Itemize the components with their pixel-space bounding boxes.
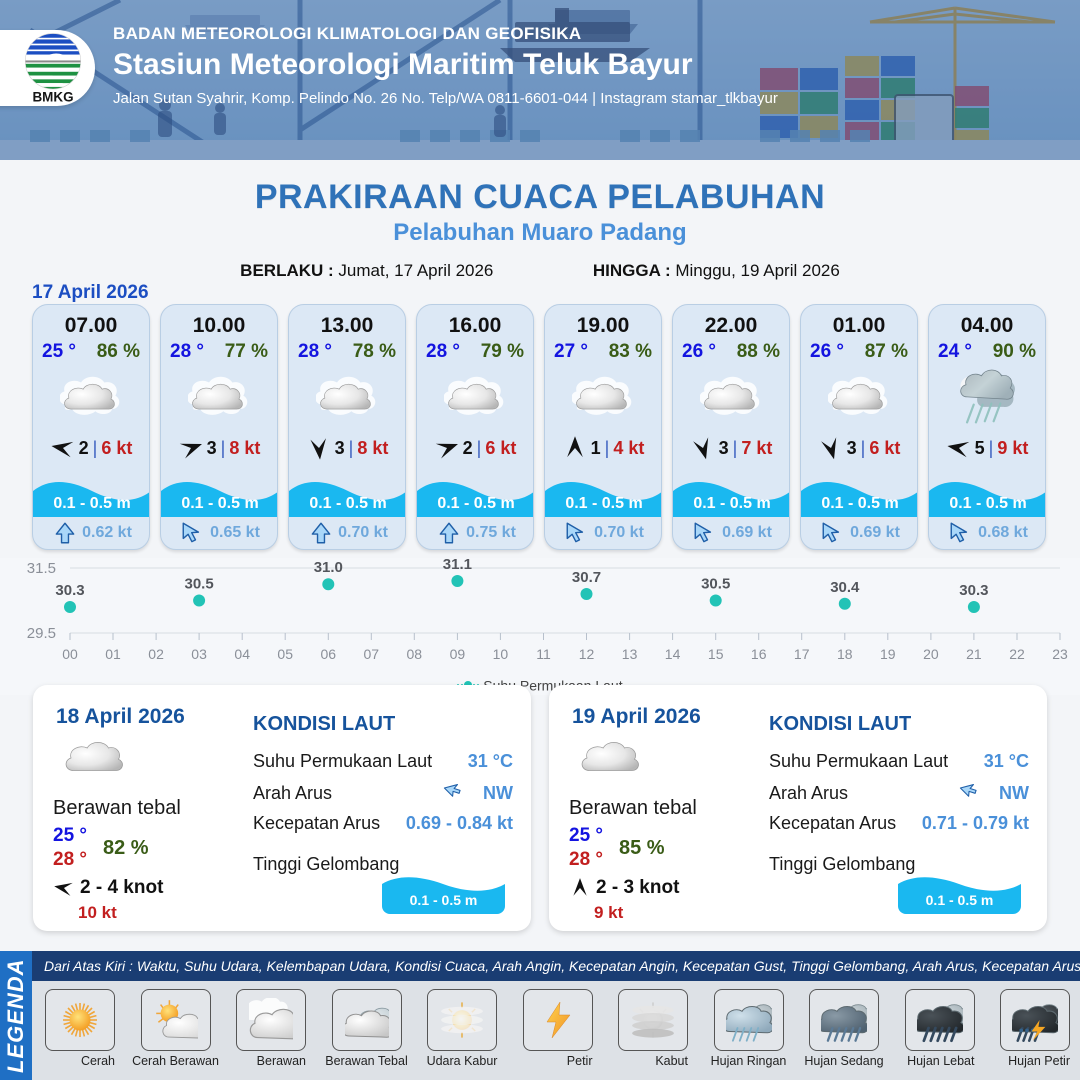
svg-text:17: 17 — [794, 646, 810, 662]
svg-text:30.3: 30.3 — [55, 582, 84, 599]
svg-text:30.5: 30.5 — [184, 576, 213, 593]
svg-text:20: 20 — [923, 646, 939, 662]
svg-text:01: 01 — [105, 646, 121, 662]
svg-text:04: 04 — [234, 646, 250, 662]
svg-text:10: 10 — [493, 646, 509, 662]
svg-text:05: 05 — [277, 646, 293, 662]
svg-text:31.5: 31.5 — [27, 560, 56, 577]
svg-text:31.1: 31.1 — [443, 558, 472, 573]
svg-text:22: 22 — [1009, 646, 1025, 662]
svg-text:11: 11 — [536, 646, 551, 662]
svg-text:18: 18 — [837, 646, 853, 662]
svg-text:31.0: 31.0 — [314, 559, 343, 576]
svg-text:BMKG: BMKG — [32, 90, 73, 105]
svg-text:06: 06 — [321, 646, 337, 662]
svg-text:14: 14 — [665, 646, 681, 662]
svg-text:03: 03 — [191, 646, 207, 662]
svg-text:29.5: 29.5 — [27, 625, 56, 642]
svg-text:30.3: 30.3 — [959, 582, 988, 599]
svg-text:30.4: 30.4 — [830, 579, 860, 596]
svg-text:09: 09 — [450, 646, 466, 662]
svg-text:02: 02 — [148, 646, 164, 662]
svg-text:00: 00 — [62, 646, 78, 662]
svg-text:07: 07 — [364, 646, 380, 662]
svg-text:08: 08 — [407, 646, 423, 662]
svg-text:12: 12 — [579, 646, 595, 662]
svg-text:30.7: 30.7 — [572, 569, 601, 586]
svg-text:16: 16 — [751, 646, 767, 662]
svg-text:15: 15 — [708, 646, 724, 662]
svg-text:23: 23 — [1052, 646, 1068, 662]
svg-text:30.5: 30.5 — [701, 576, 730, 593]
svg-text:21: 21 — [966, 646, 982, 662]
svg-text:13: 13 — [622, 646, 638, 662]
svg-text:19: 19 — [880, 646, 896, 662]
